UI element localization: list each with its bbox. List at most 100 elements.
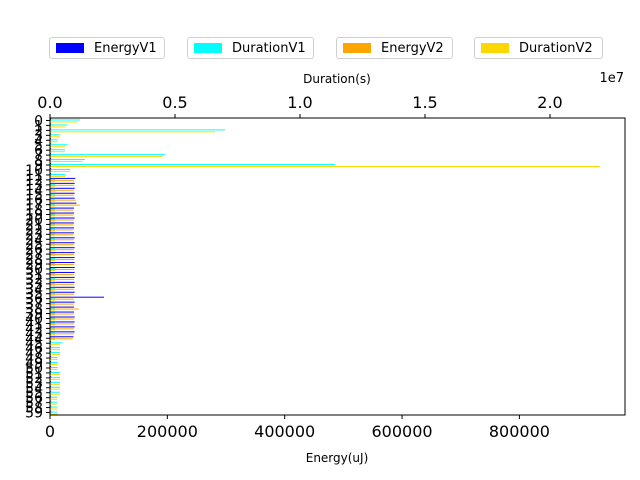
bar-energyv1-11 (50, 172, 52, 174)
top-tick-label: 1.0 (287, 93, 312, 112)
bar-energyv1-12 (50, 177, 76, 179)
bar-energyv1-54 (50, 385, 52, 387)
bar-energyv1-43 (50, 331, 75, 333)
top-axis-offset: 1e7 (599, 71, 624, 86)
bar-durationv2-51 (50, 373, 60, 375)
y-tick-label: 13 (25, 178, 43, 194)
bar-energyv2-56 (50, 397, 52, 399)
bar-energyv1-4 (50, 138, 52, 140)
bar-energyv1-33 (50, 281, 75, 283)
y-tick-label: 17 (25, 198, 43, 214)
legend-swatch (56, 43, 84, 53)
bar-durationv1-37 (50, 302, 55, 304)
bar-energyv1-58 (50, 405, 52, 407)
legend-label: EnergyV1 (94, 40, 157, 56)
bar-durationv1-42 (50, 327, 55, 329)
bar-energyv1-36 (50, 296, 104, 298)
bar-durationv2-49 (50, 364, 58, 366)
bar-energyv2-21 (50, 224, 74, 226)
bar-energyv2-32 (50, 278, 75, 280)
bar-energyv2-17 (50, 204, 80, 206)
bar-durationv1-13 (50, 183, 55, 185)
y-tick-label: 6 (34, 143, 43, 159)
bottom-axis-label: Energy(uJ) (306, 451, 369, 465)
legend-item-energyv2: EnergyV2 (336, 37, 453, 59)
bar-energyv1-28 (50, 257, 75, 259)
bar-energyv2-44 (50, 338, 73, 340)
bar-energyv1-38 (50, 306, 75, 308)
bar-energyv1-45 (50, 341, 52, 343)
bar-durationv2-40 (50, 319, 55, 321)
y-tick-label: 30 (25, 262, 43, 278)
y-tick-label: 5 (34, 138, 43, 154)
bar-energyv2-0 (50, 120, 52, 122)
y-tick-label: 7 (34, 148, 43, 164)
top-tick-label: 1.5 (412, 93, 437, 112)
y-tick-label: 42 (25, 321, 43, 337)
bar-energyv2-29 (50, 264, 75, 266)
bar-durationv2-55 (50, 393, 60, 395)
bar-durationv1-41 (50, 322, 55, 324)
y-tick-label: 41 (25, 316, 43, 332)
bar-durationv1-56 (50, 396, 58, 398)
bar-energyv1-10 (50, 168, 52, 169)
bar-energyv1-3 (50, 133, 52, 135)
bar-durationv1-10 (50, 168, 70, 170)
bar-energyv1-20 (50, 217, 75, 219)
y-tick-label: 49 (25, 356, 43, 372)
bar-durationv2-39 (50, 314, 55, 316)
bar-durationv1-58 (50, 406, 58, 408)
bar-energyv1-18 (50, 207, 75, 209)
y-tick-label: 16 (25, 193, 43, 209)
legend-label: DurationV2 (519, 40, 593, 56)
bar-durationv2-41 (50, 324, 55, 326)
bar-energyv2-15 (50, 194, 75, 196)
bar-durationv2-59 (50, 413, 58, 415)
legend-swatch (194, 43, 222, 53)
bar-durationv1-51 (50, 371, 60, 373)
bar-durationv1-21 (50, 223, 55, 225)
bar-durationv2-44 (50, 339, 55, 341)
bar-energyv1-37 (50, 301, 75, 303)
bar-durationv1-57 (50, 401, 58, 403)
y-tick-label: 31 (25, 267, 43, 283)
bar-energyv1-53 (50, 380, 52, 382)
bar-energyv2-22 (50, 229, 74, 231)
bar-energyv1-42 (50, 326, 75, 328)
bar-energyv1-41 (50, 321, 75, 323)
bottom-tick-label: 800000 (489, 422, 550, 441)
bar-durationv2-53 (50, 383, 60, 385)
top-tick-label: 0.0 (37, 93, 62, 112)
bar-energyv2-50 (50, 367, 52, 369)
bar-energyv2-40 (50, 318, 75, 320)
bar-durationv1-52 (50, 376, 60, 378)
bar-energyv1-21 (50, 222, 75, 224)
bar-energyv1-2 (50, 128, 52, 130)
bar-durationv1-26 (50, 248, 55, 250)
bar-durationv1-19 (50, 213, 55, 215)
y-tick-label: 37 (25, 297, 43, 313)
bar-durationv2-3 (50, 136, 60, 138)
bar-energyv2-18 (50, 209, 74, 211)
bar-durationv2-23 (50, 235, 55, 237)
bar-energyv2-13 (50, 184, 75, 186)
y-tick-label: 55 (25, 386, 43, 402)
bar-energyv1-50 (50, 366, 52, 367)
bar-durationv1-30 (50, 267, 55, 269)
bar-energyv2-33 (50, 283, 75, 285)
y-tick-label: 0 (34, 113, 43, 129)
top-tick-label: 0.5 (162, 93, 187, 112)
bar-durationv2-42 (50, 329, 55, 331)
bar-energyv2-38 (50, 308, 79, 310)
bar-durationv2-56 (50, 398, 58, 400)
bar-durationv1-38 (50, 307, 55, 309)
bar-energyv2-5 (50, 145, 52, 147)
bar-energyv2-7 (50, 155, 52, 157)
bar-durationv2-32 (50, 279, 55, 281)
y-tick-label: 28 (25, 252, 43, 268)
bar-durationv1-4 (50, 139, 58, 141)
y-tick-label: 3 (34, 128, 43, 144)
bar-energyv1-56 (50, 395, 52, 397)
bar-energyv2-52 (50, 377, 52, 379)
